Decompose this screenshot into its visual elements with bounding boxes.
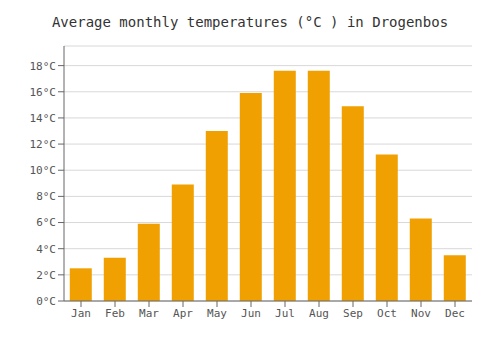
svg-text:Sep: Sep (343, 307, 363, 320)
svg-text:18°C: 18°C (30, 60, 57, 73)
svg-text:10°C: 10°C (30, 164, 57, 177)
svg-text:Oct: Oct (377, 307, 397, 320)
svg-text:2°C: 2°C (36, 269, 56, 282)
svg-text:6°C: 6°C (36, 216, 56, 229)
html-text:Average monthly temperatures (: Average monthly temperatures (°C ) in Dr… (51, 14, 449, 30)
svg-text:Feb: Feb (105, 307, 125, 320)
svg-text:Mar: Mar (139, 307, 159, 320)
svg-text:12°C: 12°C (30, 138, 57, 151)
svg-text:Apr: Apr (173, 307, 193, 320)
svg-text:May: May (207, 307, 227, 320)
svg-text:Jun: Jun (241, 307, 261, 320)
svg-text:Dec: Dec (445, 307, 465, 320)
svg-text:8°C: 8°C (36, 190, 56, 203)
svg-text:Jul: Jul (275, 307, 295, 320)
svg-text:14°C: 14°C (30, 112, 57, 125)
svg-text:16°C: 16°C (30, 86, 57, 99)
svg-text:4°C: 4°C (36, 243, 56, 256)
svg-text:Jan: Jan (71, 307, 91, 320)
svg-text:Aug: Aug (309, 307, 329, 320)
svg-text:0°C: 0°C (36, 295, 56, 308)
svg-text:Nov: Nov (411, 307, 431, 320)
